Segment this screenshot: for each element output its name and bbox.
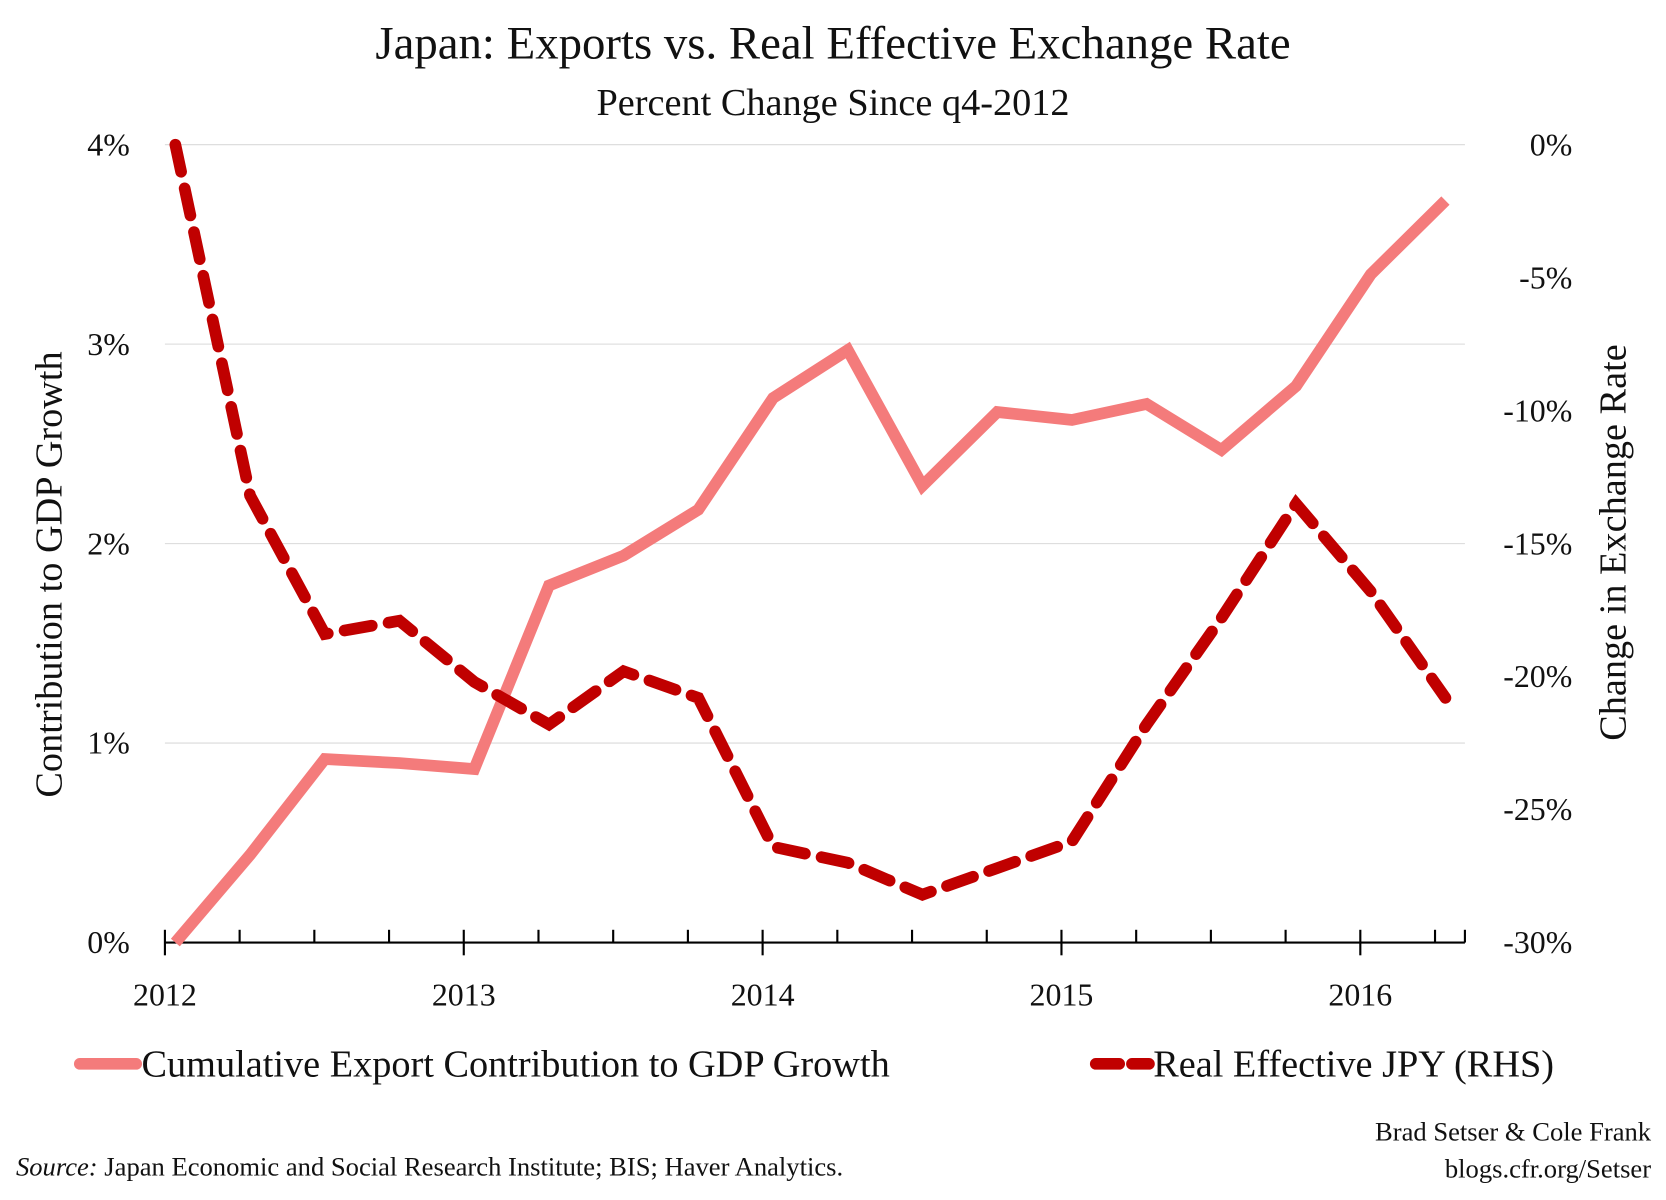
series-line-jpy (169, 138, 1452, 901)
x-tick-label: 2015 (1030, 977, 1094, 1012)
y-right-tick-label: -25% (1503, 792, 1572, 827)
axes: 0%1%2%3%4%-30%-25%-20%-15%-10%-5%0%2012 2… (87, 127, 1572, 1012)
source-label: Source: (16, 1152, 98, 1182)
series-group (169, 138, 1452, 947)
y-right-tick-label: -30% (1503, 925, 1572, 960)
credit-url: blogs.cfr.org/Setser (1445, 1154, 1651, 1184)
y-left-tick-label: 1% (87, 726, 130, 761)
series-line-exports (170, 196, 1450, 947)
x-tick-label: 2016 (1328, 977, 1392, 1012)
legend: Cumulative Export Contribution to GDP Gr… (73, 1044, 1554, 1086)
grid (164, 144, 1465, 744)
chart-subtitle: Percent Change Since q4-2012 (596, 82, 1069, 124)
y-axis-left-label: Contribution to GDP Growth (29, 351, 71, 797)
y-axis-right-label: Change in Exchange Rate (1593, 344, 1635, 740)
x-tick-label: 2013 (432, 977, 496, 1012)
y-left-tick-label: 2% (87, 526, 130, 561)
source-text: Japan Economic and Social Research Insti… (104, 1152, 843, 1182)
y-left-tick-label: 4% (87, 127, 130, 162)
y-right-tick-label: -10% (1503, 393, 1572, 428)
legend-label-jpy: Real Effective JPY (RHS) (1153, 1044, 1554, 1086)
y-left-tick-label: 3% (87, 327, 130, 362)
legend-label-exports: Cumulative Export Contribution to GDP Gr… (142, 1044, 890, 1086)
source-note: Source: Japan Economic and Social Resear… (16, 1152, 843, 1182)
credit-authors: Brad Setser & Cole Frank (1375, 1116, 1652, 1146)
y-left-tick-label: 0% (87, 925, 130, 960)
chart-title: Japan: Exports vs. Real Effective Exchan… (375, 18, 1290, 70)
y-right-tick-label: -5% (1519, 260, 1572, 295)
x-tick-label: 2012 (133, 977, 197, 1012)
y-right-tick-label: -15% (1503, 526, 1572, 561)
y-right-tick-label: -20% (1503, 659, 1572, 694)
x-tick-label: 2014 (731, 977, 795, 1012)
y-right-tick-label: 0% (1530, 127, 1573, 162)
